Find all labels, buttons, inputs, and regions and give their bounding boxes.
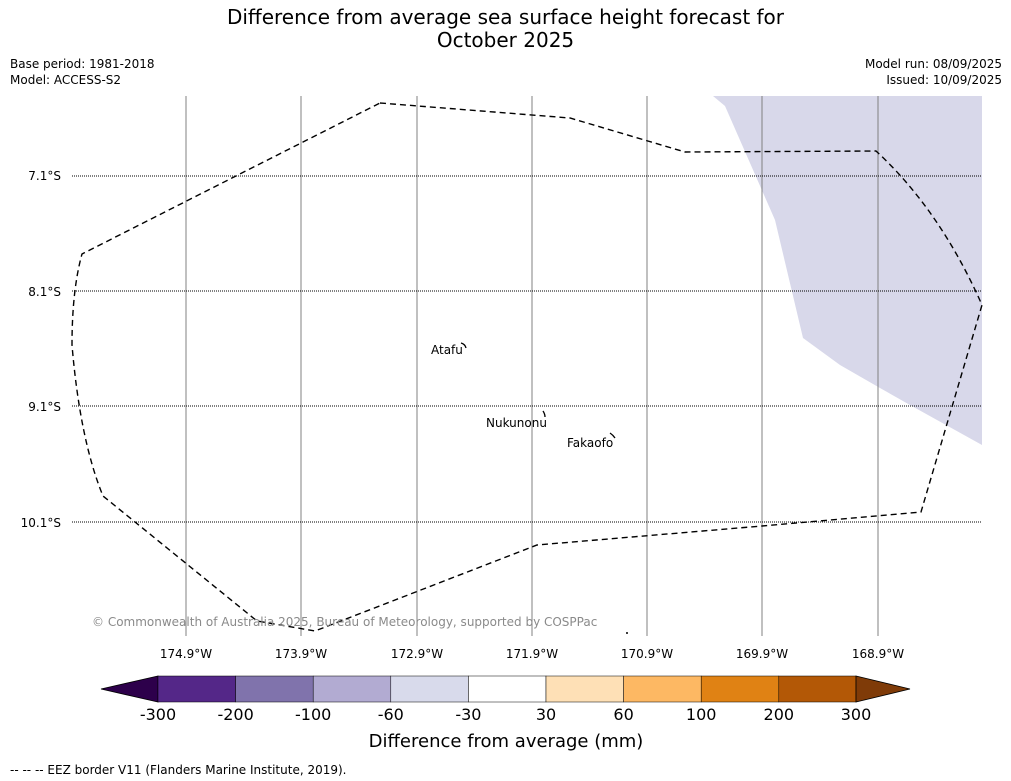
place-label-atafu: Atafu <box>431 343 463 357</box>
lat-label-7-1s: 7.1°S <box>28 169 61 183</box>
lat-label-10-1s: 10.1°S <box>21 516 61 530</box>
colorbar-bin-9 <box>778 675 857 703</box>
map-title-line-1: Difference from average sea surface heig… <box>226 5 785 29</box>
meridian-grid <box>185 96 879 636</box>
atafu-atoll <box>460 342 467 349</box>
map-title: Difference from average sea surface heig… <box>0 6 1011 52</box>
colorbar-extend-max <box>855 675 911 703</box>
colorbar-tick-3: -100 <box>295 705 331 724</box>
small-island-dot <box>626 632 628 634</box>
copyright-notice: © Commonwealth of Australia 2025, Bureau… <box>92 615 597 629</box>
colorbar-bin-4 <box>390 675 469 703</box>
colorbar: -300 -200 -100 -60 -30 30 60 100 200 300… <box>100 675 911 752</box>
colorbar-tick-10: 300 <box>841 705 872 724</box>
colorbar-tick-5: -30 <box>455 705 481 724</box>
colorbar-tick-4: -60 <box>378 705 404 724</box>
run-info: Model run: 08/09/2025 Issued: 10/09/2025 <box>865 56 1002 88</box>
colorbar-extend-min <box>100 675 159 703</box>
lat-label-9-1s: 9.1°S <box>28 400 61 414</box>
colorbar-tick-2: -200 <box>217 705 253 724</box>
lon-label-172-9w: 172.9°W <box>391 647 443 661</box>
colorbar-bin-6 <box>545 675 624 703</box>
colorbar-title: Difference from average (mm) <box>369 731 644 752</box>
lon-label-174-9w: 174.9°W <box>160 647 212 661</box>
model-name-text: Model: ACCESS-S2 <box>10 73 122 87</box>
map-title-line-2: October 2025 <box>436 28 575 52</box>
place-label-fakaofo: Fakaofo <box>567 436 613 450</box>
colorbar-tick-1: -300 <box>140 705 176 724</box>
colorbar-bin-2 <box>235 675 314 703</box>
parallel-grid <box>72 175 982 523</box>
model-info: Base period: 1981-2018 Model: ACCESS-S2 <box>10 56 155 88</box>
nukunonu-atoll <box>542 410 546 418</box>
place-label-nukunonu: Nukunonu <box>486 416 547 430</box>
fakaofo-atoll <box>609 432 616 439</box>
colorbar-tick-6: 30 <box>536 705 556 724</box>
colorbar-bin-7 <box>623 675 702 703</box>
eez-border-legend: -- -- -- EEZ border V11 (Flanders Marine… <box>10 763 347 777</box>
colorbar-bin-8 <box>700 675 780 703</box>
base-period-text: Base period: 1981-2018 <box>10 57 155 71</box>
colorbar-tick-7: 60 <box>613 705 633 724</box>
lon-label-171-9w: 171.9°W <box>506 647 558 661</box>
colorbar-bin-3 <box>312 675 392 703</box>
lon-label-170-9w: 170.9°W <box>621 647 673 661</box>
lon-label-168-9w: 168.9°W <box>852 647 904 661</box>
colorbar-bin-1 <box>157 675 236 703</box>
anomaly-region <box>713 96 982 445</box>
eez-border <box>71 102 983 632</box>
model-run-text: Model run: 08/09/2025 <box>864 57 1002 71</box>
colorbar-tick-8: 100 <box>686 705 717 724</box>
lon-label-173-9w: 173.9°W <box>275 647 327 661</box>
issued-date-text: Issued: 10/09/2025 <box>886 73 1002 87</box>
colorbar-tick-9: 200 <box>764 705 795 724</box>
colorbar-bin-5 <box>468 675 547 703</box>
lon-label-169-9w: 169.9°W <box>736 647 788 661</box>
lat-label-8-1s: 8.1°S <box>28 285 61 299</box>
